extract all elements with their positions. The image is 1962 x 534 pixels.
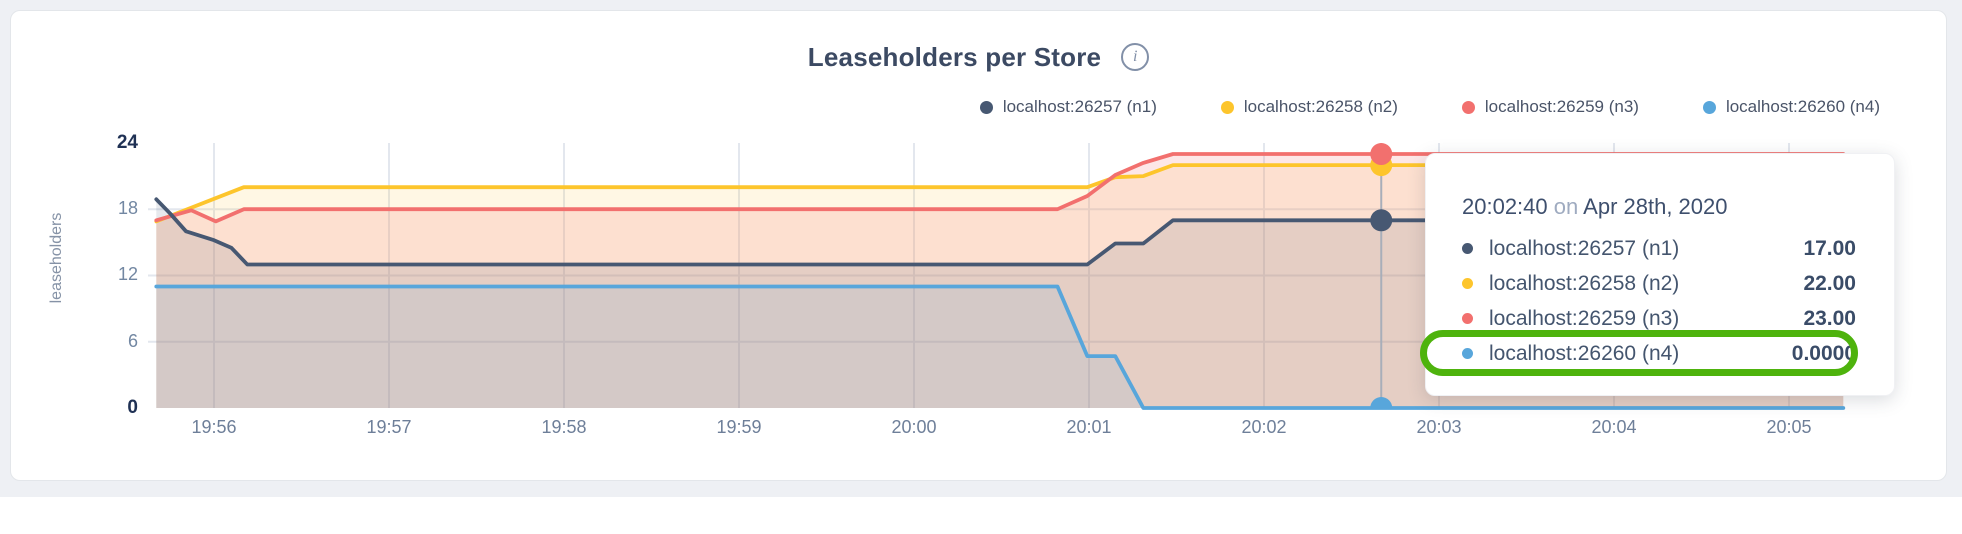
x-tick-label: 19:59 [716,417,762,437]
x-tick-label: 20:03 [1416,417,1462,437]
legend-dot-icon [1220,100,1234,114]
y-tick-label: 0 [127,397,138,418]
series-line [154,284,1846,410]
tooltip-series-dot-icon [1462,348,1473,359]
series-line [154,197,1846,267]
legend-item[interactable]: localhost:26258 (n2) [1220,97,1398,117]
legend-label: localhost:26260 (n4) [1725,97,1880,116]
tooltip-series-value: 17.00 [1803,236,1856,260]
tooltip-series-value: 0.0000 [1791,341,1856,365]
x-tick-label: 20:00 [891,417,937,437]
x-tick-label: 20:04 [1591,417,1637,437]
tooltip-row: localhost:26259 (n3) 23.00 [1462,301,1856,336]
x-tick-label: 20:05 [1766,417,1812,437]
tooltip-time: 20:02:40 [1462,194,1548,219]
legend-label: localhost:26257 (n1) [1002,97,1157,116]
hover-marker-icon [1370,209,1393,232]
tooltip-series-label: localhost:26260 (n4) [1489,341,1680,365]
chart-card: Leaseholders per Store i localhost:26257… [10,10,1947,481]
tooltip-series-dot-icon [1462,278,1473,289]
legend-item[interactable]: localhost:26259 (n3) [1461,97,1639,117]
chart-title: Leaseholders per Store [807,41,1102,72]
y-tick-label: 18 [117,198,138,219]
tooltip-on-word: on [1553,194,1579,219]
x-tick-label: 19:57 [366,417,412,437]
tooltip-series-label: localhost:26259 (n3) [1489,306,1680,330]
legend-dot-icon [1702,100,1716,114]
hover-marker-icon [1370,397,1393,409]
legend-item[interactable]: localhost:26260 (n4) [1702,97,1880,117]
tooltip-series-dot-icon [1462,313,1473,324]
hover-markers [1370,143,1393,409]
series-line [154,152,1846,224]
y-tick-label: 24 [116,131,138,153]
legend-label: localhost:26258 (n2) [1243,97,1398,116]
x-tick-label: 19:56 [191,417,237,437]
tooltip-series-label: localhost:26258 (n2) [1489,271,1680,295]
x-tick-label: 19:58 [541,417,587,437]
chart-header: Leaseholders per Store i [11,37,1946,77]
x-tick-label: 20:02 [1241,417,1287,437]
legend-dot-icon [1461,100,1475,114]
series-area [156,286,1844,408]
tooltip-series-dot-icon [1462,243,1473,254]
tooltip-timestamp: 20:02:40 on Apr 28th, 2020 [1462,194,1728,220]
x-tick-label: 20:01 [1066,417,1112,437]
tooltip-row: localhost:26257 (n1) 17.00 [1462,231,1856,266]
tooltip-series-value: 22.00 [1803,271,1856,295]
tooltip-series-value: 23.00 [1803,306,1856,330]
hover-marker-icon [1370,143,1393,166]
tooltip-date: Apr 28th, 2020 [1583,194,1728,219]
legend-dot-icon [979,100,993,114]
tooltip-row: localhost:26258 (n2) 22.00 [1462,266,1856,301]
legend-label: localhost:26259 (n3) [1484,97,1639,116]
y-tick-label: 12 [117,264,138,285]
tooltip-row: localhost:26260 (n4) 0.0000 [1420,330,1858,376]
tooltip-series-label: localhost:26257 (n1) [1489,236,1680,260]
y-tick-label: 6 [127,330,138,351]
legend-item[interactable]: localhost:26257 (n1) [979,97,1157,117]
chart-tooltip: 20:02:40 on Apr 28th, 2020 localhost:262… [1420,153,1895,396]
tooltip-rows: localhost:26257 (n1) 17.00 localhost:26258… [1420,231,1858,376]
info-icon[interactable]: i [1121,43,1150,71]
chart-legend: localhost:26257 (n1) localhost:26258 (n2)… [979,97,1880,117]
